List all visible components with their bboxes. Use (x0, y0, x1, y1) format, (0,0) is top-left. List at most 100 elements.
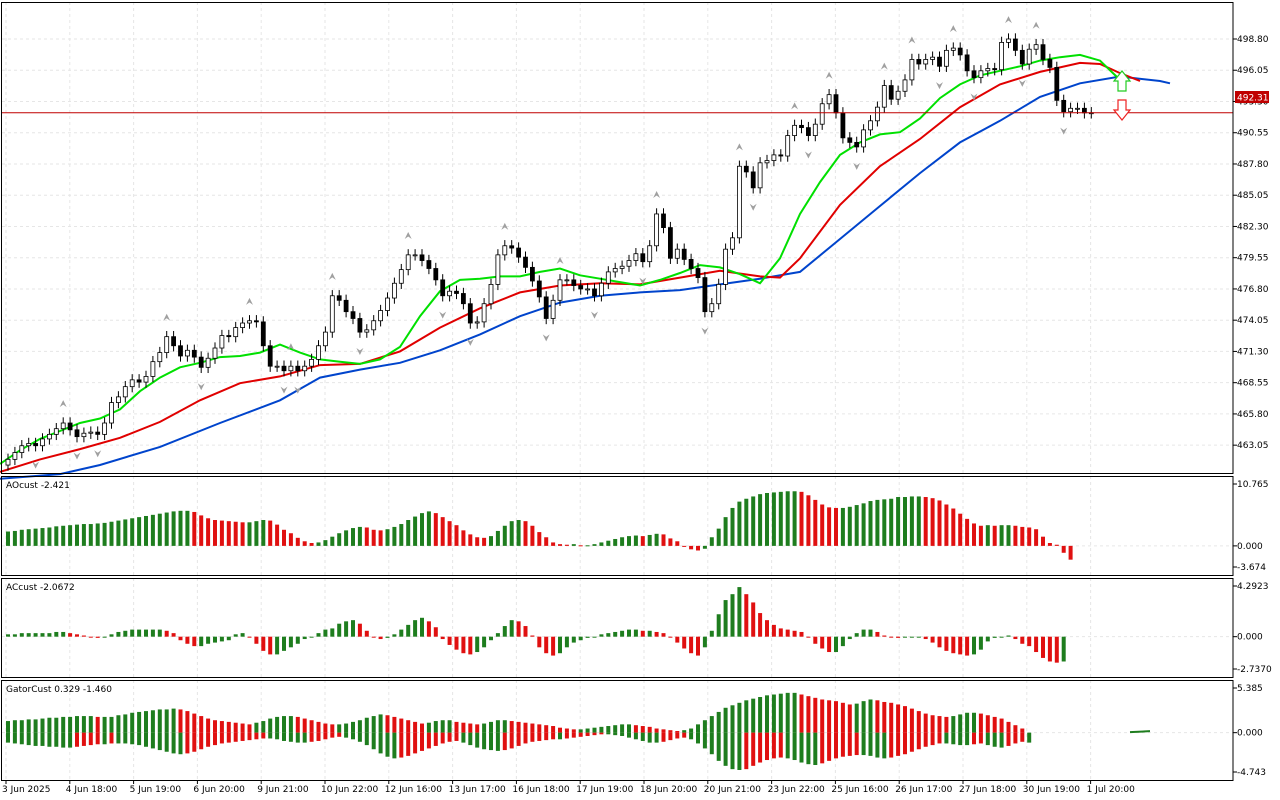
candle (799, 119, 804, 134)
candle-body (1082, 107, 1087, 114)
histogram-bar (606, 633, 611, 637)
histogram-bar (951, 716, 956, 733)
candle (888, 79, 894, 105)
histogram-bar (682, 730, 687, 733)
candle-body (737, 165, 742, 239)
histogram-bar (613, 732, 618, 736)
candle-body (916, 59, 922, 65)
candle (74, 424, 80, 443)
candle-body (861, 129, 866, 148)
candle (116, 391, 121, 409)
histogram-bar (689, 732, 694, 740)
histogram-bar (799, 732, 804, 763)
time-tick-label: 6 Jun 20:00 (193, 785, 245, 795)
histogram-bar (785, 491, 790, 546)
candle-body (1033, 44, 1039, 50)
candle-body (143, 376, 149, 383)
histogram-bar (813, 499, 818, 546)
histogram-bar (282, 732, 286, 741)
candle-body (495, 254, 501, 285)
candle (454, 285, 459, 300)
fractal-up-icon (287, 343, 295, 351)
histogram-bar (1020, 732, 1025, 742)
histogram-bar (758, 696, 763, 733)
histogram-bar (357, 526, 362, 546)
candle (971, 65, 977, 84)
histogram-bar (744, 732, 749, 770)
candle-body (433, 268, 439, 281)
histogram-bar (116, 715, 121, 733)
histogram-bar (344, 530, 349, 546)
histogram-bar (882, 499, 887, 546)
histogram-bar (447, 636, 452, 645)
histogram-bar (406, 624, 411, 637)
histogram-bar (985, 636, 990, 642)
histogram-bar (1013, 525, 1018, 546)
histogram-bar (716, 528, 721, 546)
histogram-bar (785, 692, 790, 733)
histogram-bar (930, 498, 935, 546)
fractal-down-icon (749, 203, 757, 211)
candle (633, 248, 639, 267)
candle-body (12, 452, 18, 460)
histogram-bar (930, 732, 935, 746)
histogram-bar (1054, 636, 1059, 663)
histogram-bar (930, 636, 935, 643)
candle-body (53, 428, 59, 435)
histogram-bar (399, 718, 404, 733)
candle (164, 330, 170, 359)
histogram-bar (171, 633, 176, 637)
histogram-bar (102, 716, 107, 733)
candle-body (350, 311, 356, 319)
histogram-bar (130, 518, 135, 546)
histogram-bar (702, 636, 707, 648)
candle (523, 251, 528, 274)
histogram-bar (123, 732, 128, 744)
time-tick-label: 17 Jun 19:00 (576, 785, 633, 795)
fractal-down-icon (804, 151, 812, 159)
histogram-bar (12, 720, 17, 733)
ao-scale-tick-label: -3.674 (1237, 563, 1266, 573)
candle-body (764, 160, 770, 164)
candle (495, 249, 501, 291)
histogram-bar (592, 544, 597, 546)
histogram-bar (468, 723, 473, 733)
histogram-bar (778, 732, 783, 758)
histogram-bar (861, 629, 866, 637)
candle-body (957, 47, 963, 56)
fractal-up-icon (825, 71, 833, 79)
histogram-bar (758, 494, 763, 546)
histogram-bar (654, 728, 659, 733)
histogram-bar (54, 717, 59, 733)
gator-panel-label: GatorCust 0.329 -1.460 (6, 685, 112, 695)
ac-scale-tick-label: -2.7370 (1237, 665, 1272, 675)
histogram-bar (999, 732, 1004, 748)
candle (109, 396, 114, 429)
histogram-bar (654, 631, 659, 637)
histogram-bar (192, 511, 197, 546)
candle (536, 275, 542, 303)
histogram-bar (544, 636, 549, 654)
histogram-bar (406, 732, 411, 756)
histogram-bar (771, 694, 776, 733)
histogram-bar (95, 732, 100, 745)
histogram-bar (585, 728, 590, 733)
candle-body (723, 248, 728, 285)
fractal-down-icon (356, 348, 364, 356)
histogram-bar (896, 732, 901, 756)
histogram-bar (47, 527, 52, 546)
histogram-bar (765, 620, 769, 637)
histogram-bar (323, 732, 328, 740)
candle (647, 240, 653, 268)
histogram-bar (778, 693, 783, 733)
candle-body (212, 347, 218, 359)
candle (26, 437, 32, 452)
fractal-down-icon (466, 338, 474, 346)
candle-body (819, 103, 825, 125)
candle-body (47, 433, 52, 440)
histogram-bar (475, 724, 480, 733)
histogram-bar (696, 545, 700, 551)
histogram-bar (364, 717, 369, 733)
histogram-bar (689, 636, 694, 654)
